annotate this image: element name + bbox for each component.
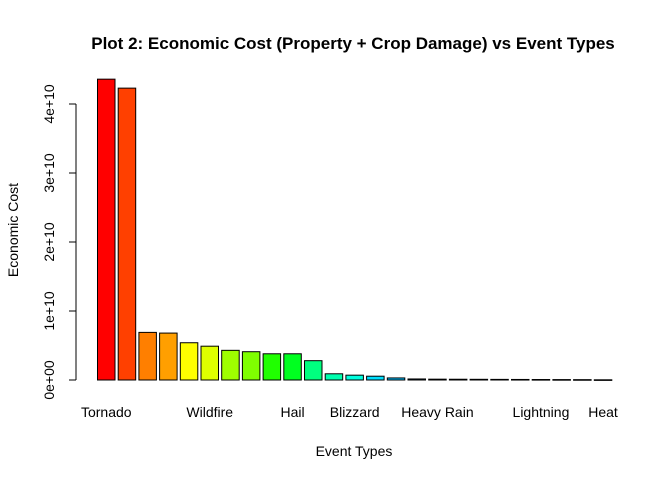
bar: [304, 360, 323, 381]
bar: [138, 331, 157, 381]
x-tick-label: Heavy Rain: [401, 404, 473, 420]
bar: [573, 379, 592, 381]
bar: [552, 379, 571, 381]
bar: [386, 377, 406, 381]
bar: [345, 374, 364, 381]
x-axis-tick-labels: Tornado Wildfire Hail Blizzard Heavy Rain Lig…: [81, 404, 618, 420]
bar: [262, 353, 282, 381]
x-tick-label: Blizzard: [330, 404, 380, 420]
bar: [179, 342, 199, 381]
bar: [366, 375, 385, 381]
bars-group: [97, 78, 613, 381]
bar: [490, 378, 509, 381]
bar: [283, 353, 302, 381]
y-tick-label: 4e+10: [41, 84, 57, 124]
bar: [511, 378, 530, 381]
bar: [97, 78, 116, 381]
bar: [469, 378, 489, 381]
y-axis-label: Economic Cost: [5, 183, 21, 277]
bar: [407, 378, 426, 381]
x-tick-label: Wildfire: [186, 404, 233, 420]
x-tick-label: Lightning: [513, 404, 570, 420]
bar: [159, 332, 178, 381]
y-tick-label: 1e+10: [41, 291, 57, 331]
bar: [117, 87, 137, 381]
bar: [324, 373, 344, 381]
bar: [531, 379, 551, 381]
bar: [200, 345, 219, 381]
x-tick-label: Tornado: [81, 404, 132, 420]
x-tick-label: Heat: [588, 404, 618, 420]
chart-title: Plot 2: Economic Cost (Property + Crop D…: [91, 34, 615, 53]
y-tick-label: 2e+10: [41, 222, 57, 262]
x-axis-label: Event Types: [316, 443, 393, 459]
bar: [221, 349, 240, 381]
bar: [241, 351, 261, 381]
bar: [593, 379, 613, 381]
x-tick-label: Hail: [280, 404, 304, 420]
y-tick-label: 0e+00: [41, 360, 57, 400]
bar: [428, 378, 447, 381]
bar: [448, 378, 468, 381]
y-tick-label: 3e+10: [41, 153, 57, 193]
y-axis: 0e+00 1e+10 2e+10 3e+10 4e+10: [41, 84, 77, 400]
